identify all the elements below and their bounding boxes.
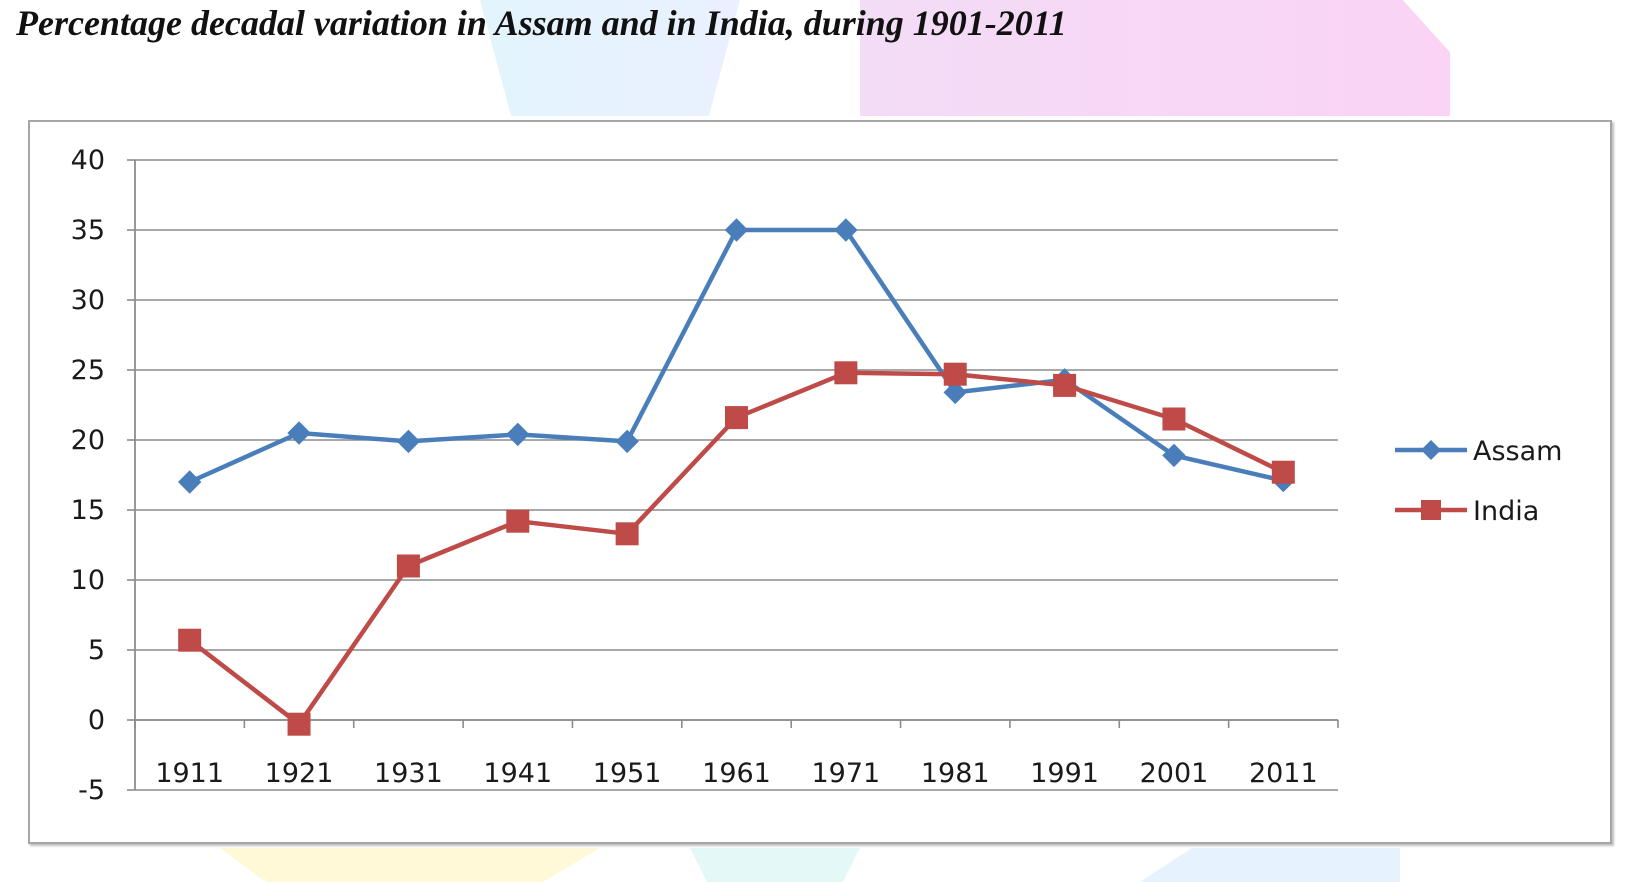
data-point-assam <box>287 421 311 445</box>
background-shape <box>690 848 860 882</box>
data-point-assam <box>396 429 421 454</box>
x-tick-label: 1921 <box>265 758 334 789</box>
legend-marker-assam <box>1421 440 1441 460</box>
data-point-india <box>1053 373 1077 397</box>
y-tick-label: 10 <box>71 565 105 596</box>
data-point-assam <box>724 218 749 242</box>
y-tick-label: 0 <box>88 705 105 736</box>
data-point-assam <box>834 218 858 242</box>
data-point-india <box>725 406 748 430</box>
data-point-india <box>1271 460 1295 484</box>
background-shape <box>860 0 1450 116</box>
data-point-assam <box>177 470 202 494</box>
chart-title: Percentage decadal variation in Assam an… <box>16 3 1067 43</box>
data-point-india <box>943 362 967 386</box>
y-tick-label: 40 <box>71 145 105 176</box>
x-tick-label: 1971 <box>812 758 881 789</box>
data-point-india <box>287 712 311 736</box>
y-tick-label: 30 <box>71 285 105 316</box>
data-point-assam <box>943 380 967 405</box>
y-tick-label: 5 <box>88 635 105 666</box>
background-shape <box>220 848 600 882</box>
y-tick-label: 20 <box>71 425 105 456</box>
y-tick-label: 25 <box>71 355 105 386</box>
x-tick-label: 1911 <box>155 758 224 789</box>
legend-marker-india <box>1421 500 1441 520</box>
x-tick-label: 1981 <box>921 758 990 789</box>
legend-label-india: India <box>1473 496 1539 527</box>
data-point-india <box>506 509 530 533</box>
x-tick-label: 2001 <box>1140 758 1209 789</box>
y-tick-label: -5 <box>78 775 105 806</box>
data-point-assam <box>1162 443 1186 468</box>
data-point-india <box>834 361 858 385</box>
background-shape <box>1140 848 1400 882</box>
x-tick-label: 1931 <box>374 758 443 789</box>
data-point-india <box>1162 407 1186 431</box>
legend-label-assam: Assam <box>1473 436 1562 467</box>
series-line-assam <box>188 227 1284 485</box>
data-point-india <box>178 628 202 652</box>
background-shape <box>480 0 740 116</box>
data-point-assam <box>506 422 530 447</box>
x-tick-label: 1961 <box>702 758 771 789</box>
x-tick-label: 1951 <box>593 758 662 789</box>
x-tick-label: 1941 <box>483 758 552 789</box>
x-tick-label: 1991 <box>1030 758 1099 789</box>
x-tick-label: 2011 <box>1249 758 1318 789</box>
data-point-india <box>396 554 420 578</box>
y-tick-label: 35 <box>71 215 105 246</box>
y-tick-label: 15 <box>71 495 105 526</box>
data-point-assam <box>615 429 639 454</box>
data-point-india <box>615 522 639 546</box>
